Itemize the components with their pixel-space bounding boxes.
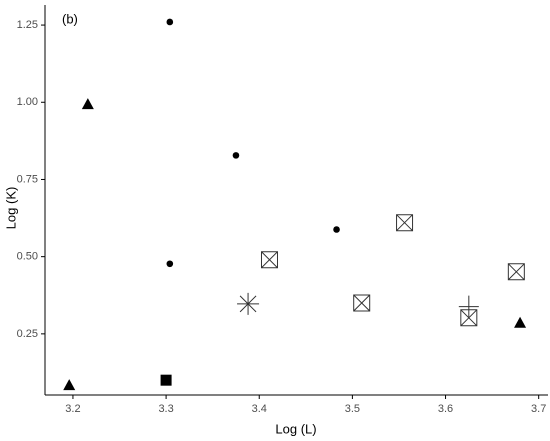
marker-shape — [458, 295, 479, 318]
marker-shape — [260, 251, 278, 269]
y-tick-label: 0.75 — [17, 173, 38, 185]
marker-shape — [63, 379, 76, 391]
marker-shape — [160, 374, 172, 386]
marker-shape — [237, 292, 260, 315]
point — [353, 294, 371, 312]
marker-shape — [460, 309, 478, 327]
marker-shape — [166, 260, 174, 268]
marker-shape — [353, 294, 371, 312]
point — [333, 226, 340, 233]
point — [166, 18, 174, 26]
point — [260, 251, 278, 269]
marker-shape — [166, 18, 174, 26]
point — [160, 374, 172, 386]
marker-shape — [333, 226, 340, 233]
marker-shape — [81, 98, 94, 110]
marker-shape — [514, 316, 527, 328]
x-tick-label: 3.3 — [158, 403, 173, 415]
y-tick-label: 0.25 — [17, 328, 38, 340]
x-tick-label: 3.4 — [252, 403, 267, 415]
point — [63, 379, 76, 391]
marker-shape — [396, 214, 414, 232]
point — [81, 98, 94, 110]
point — [460, 309, 478, 327]
y-axis-title: Log (K) — [3, 187, 18, 230]
annotation: (b) — [62, 11, 78, 26]
point — [396, 214, 414, 232]
x-axis-title: Log (L) — [275, 421, 316, 436]
x-tick-label: 3.2 — [65, 403, 80, 415]
point — [458, 295, 479, 318]
point — [237, 292, 260, 315]
point — [232, 152, 240, 159]
x-tick-label: 3.7 — [531, 403, 546, 415]
x-tick-label: 3.5 — [345, 403, 360, 415]
point — [166, 260, 174, 268]
marker-shape — [507, 263, 525, 281]
x-tick-label: 3.6 — [438, 403, 453, 415]
y-tick-label: 0.50 — [17, 251, 38, 263]
y-tick-label: 1.25 — [17, 19, 38, 31]
marker-shape — [232, 152, 240, 159]
y-tick-label: 1.00 — [17, 96, 38, 108]
point — [507, 263, 525, 281]
point — [514, 316, 527, 328]
